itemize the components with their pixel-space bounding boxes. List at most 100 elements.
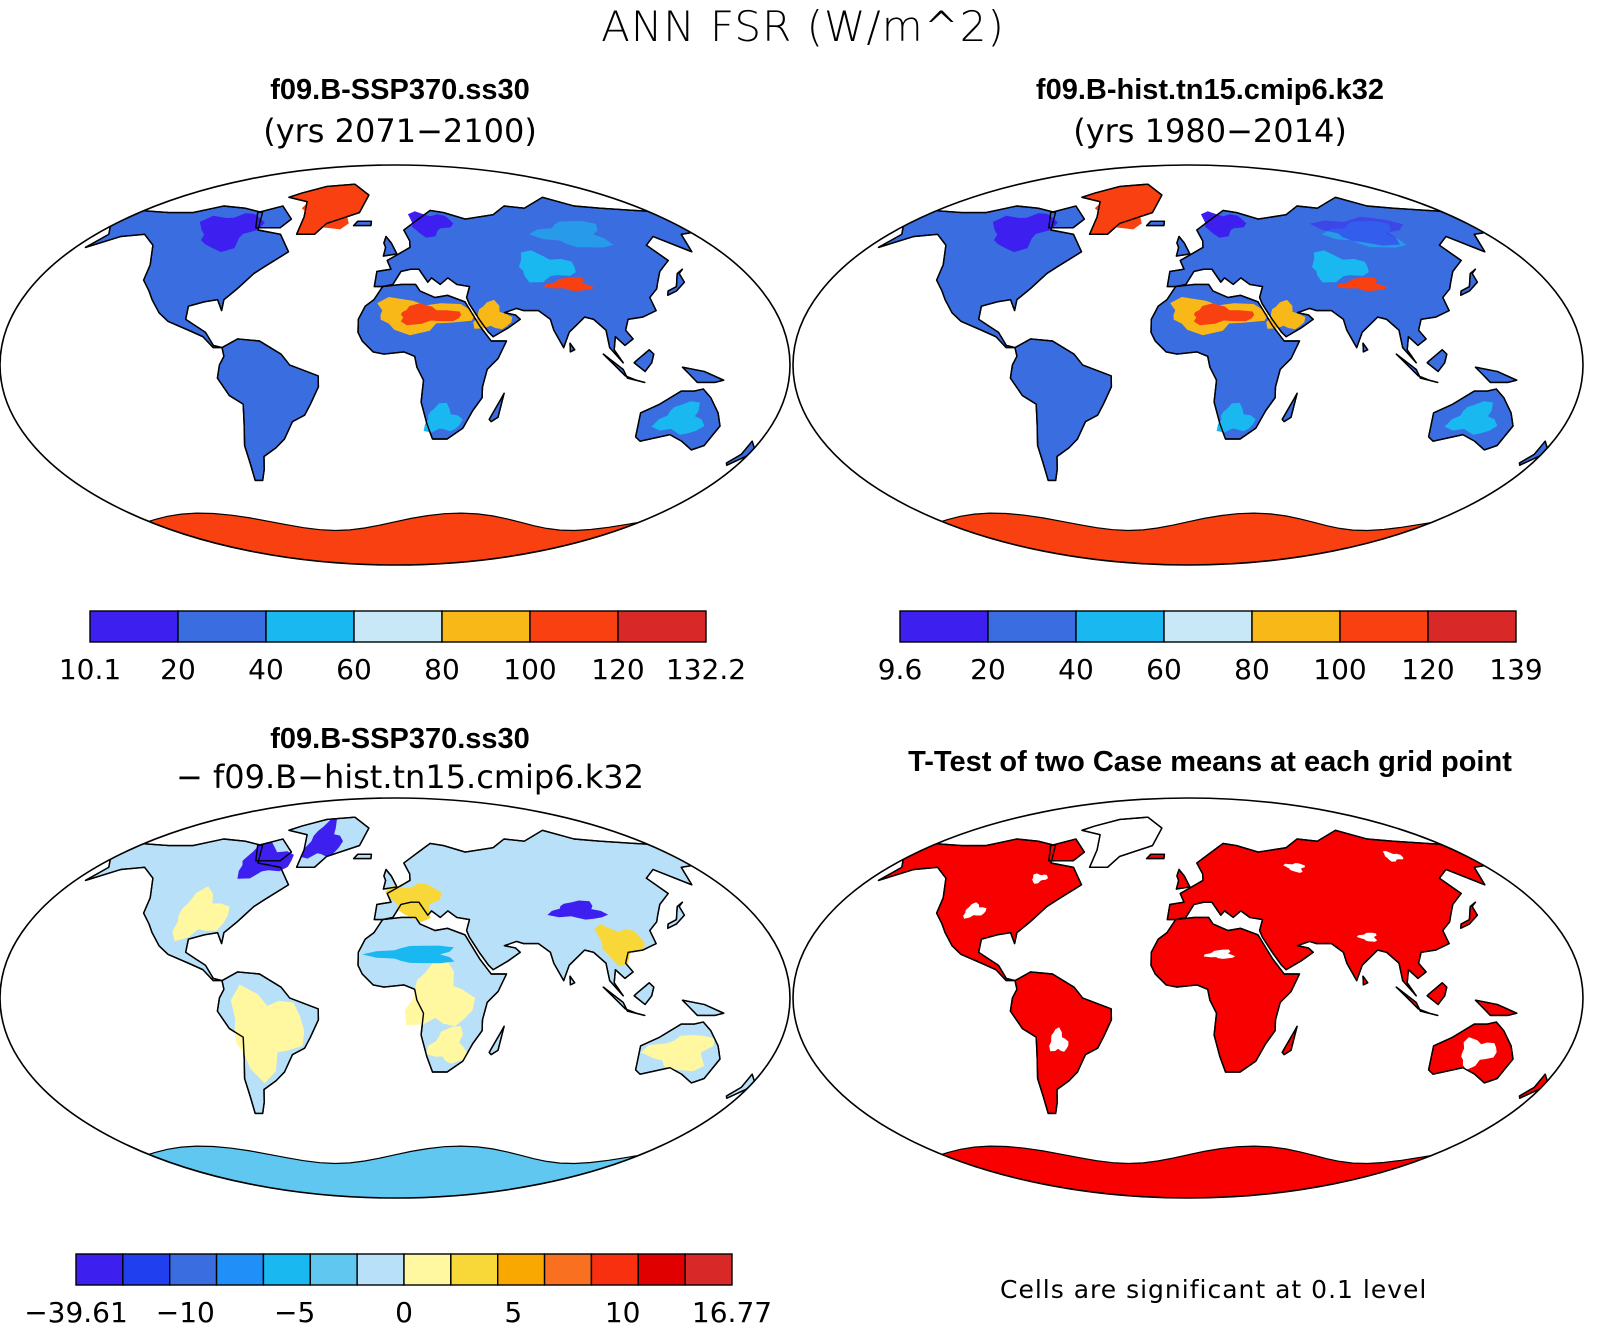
colorbar-swatch (215, 1253, 265, 1286)
color-patch (1461, 1037, 1497, 1070)
map-border (0, 164, 791, 566)
coastline-southAmerica (216, 338, 320, 482)
colorbar-diff (75, 1253, 733, 1286)
colorbar-swatch (309, 1253, 358, 1286)
color-patch (1283, 863, 1305, 873)
coastline-indonesia (602, 353, 646, 384)
colorbar-swatch (262, 1253, 311, 1286)
colorbar-tick-label: 100 (1313, 653, 1367, 686)
colorbar-tick-label: 20 (970, 653, 1006, 686)
panel-diff-title: f09.B-SSP370.ss30 (270, 723, 530, 755)
coastline-australia (634, 1021, 721, 1084)
color-patch (199, 213, 265, 253)
map-ttest (792, 797, 1584, 1199)
color-patch (1309, 216, 1404, 246)
panel-ttest-title: T-Test of two Case means at each grid po… (908, 746, 1512, 778)
colorbar-swatch (122, 1253, 171, 1286)
map-border (792, 797, 1584, 1199)
coastline-northAmerica (877, 205, 1083, 349)
coastline-uk (1175, 868, 1191, 890)
colorbar-swatch (1427, 610, 1517, 643)
colorbar-tick-label: 80 (1234, 653, 1270, 686)
coastline-australia (1427, 1021, 1514, 1084)
colorbar-tick-label: 139 (1489, 653, 1543, 686)
coastline-australia (1427, 388, 1514, 451)
colorbar-swatch (1339, 610, 1429, 643)
color-patch (594, 924, 646, 967)
significance-note: Cells are significant at 0.1 level (1000, 1275, 1428, 1304)
coastline-borneo (633, 982, 655, 1006)
coastline-indonesia (1395, 353, 1439, 384)
colorbar-tick-label: −10 (155, 1296, 215, 1329)
color-patch (362, 945, 455, 964)
coastline-eurasia (373, 829, 709, 997)
coastline-sriLanka (1362, 975, 1369, 986)
colorbar-swatch (637, 1253, 686, 1286)
colorbar-swatch (75, 1253, 124, 1286)
colorbar-tick-label: −5 (274, 1296, 316, 1329)
color-patch (404, 957, 476, 1027)
colorbar-tick-label: 100 (503, 653, 557, 686)
colorbar-tick-label: 60 (1146, 653, 1182, 686)
coastline-borneo (633, 349, 655, 373)
colorbar-swatch (590, 1253, 639, 1286)
color-patch (301, 188, 358, 230)
color-patch (423, 402, 463, 433)
map-future (0, 164, 791, 566)
coastline-africa (1150, 283, 1301, 440)
coastline-africa (1150, 916, 1301, 1073)
colorbar-swatch (684, 1253, 733, 1286)
color-patch (473, 299, 513, 330)
coastline-madagascar (1281, 392, 1298, 423)
colorbar-swatch (529, 610, 619, 643)
colorbar-future (89, 610, 707, 643)
coastline-baffin (255, 838, 293, 862)
color-patch (528, 221, 614, 248)
coastline-borneo (1426, 349, 1448, 373)
colorbar-swatch (265, 610, 355, 643)
colorbar-tick-label: 80 (424, 653, 460, 686)
colorbar-swatch (543, 1253, 593, 1286)
colorbar-swatch (403, 1253, 452, 1286)
color-patch (963, 902, 987, 919)
coastline-borneo (1426, 982, 1448, 1006)
color-patch (1382, 850, 1404, 862)
colorbar-tick-label: 20 (160, 653, 196, 686)
coastline-eurasia (1166, 829, 1502, 997)
coastline-newGuinea (1474, 366, 1518, 384)
colorbar-tick-label: 10 (604, 1296, 641, 1329)
coastline-eurasia (1166, 196, 1502, 364)
color-patch (237, 841, 294, 879)
color-patch (300, 819, 343, 859)
colorbar-hist (899, 610, 1517, 643)
colorbar-tick-label: 120 (1401, 653, 1455, 686)
colorbar-tick-label: 9.6 (877, 653, 923, 686)
coastline-indonesia (602, 986, 646, 1017)
colorbar-swatch (1163, 610, 1253, 643)
coastline-southAmerica (1009, 971, 1113, 1115)
colorbar-swatch (353, 610, 443, 643)
color-patch (1094, 188, 1151, 230)
color-patch (426, 1026, 468, 1064)
coastline-newGuinea (681, 999, 725, 1017)
map-hist (792, 164, 1584, 566)
panel-hist-title: f09.B-hist.tn15.cmip6.k32 (1035, 74, 1385, 106)
colorbar-tick-label: 0 (395, 1296, 413, 1329)
coastline-baffin (1048, 838, 1086, 862)
coastline-iceland (352, 853, 373, 860)
coastline-southAmerica (1009, 338, 1113, 482)
color-patch (1356, 932, 1378, 942)
colorbar-swatch (1251, 610, 1341, 643)
colorbar-tick-label: 16.77 (691, 1296, 773, 1329)
color-patch (1203, 949, 1236, 959)
colorbar-swatch (441, 610, 531, 643)
color-patch (1444, 401, 1498, 435)
coastline-madagascar (488, 392, 505, 423)
coastline-greenland (288, 183, 370, 235)
colorbar-swatch (497, 1253, 546, 1286)
coastline-sriLanka (1362, 342, 1369, 353)
color-patch (230, 984, 305, 1084)
color-patch (172, 886, 230, 942)
colorbar-swatch (899, 610, 989, 643)
coastline-australia (634, 388, 721, 451)
